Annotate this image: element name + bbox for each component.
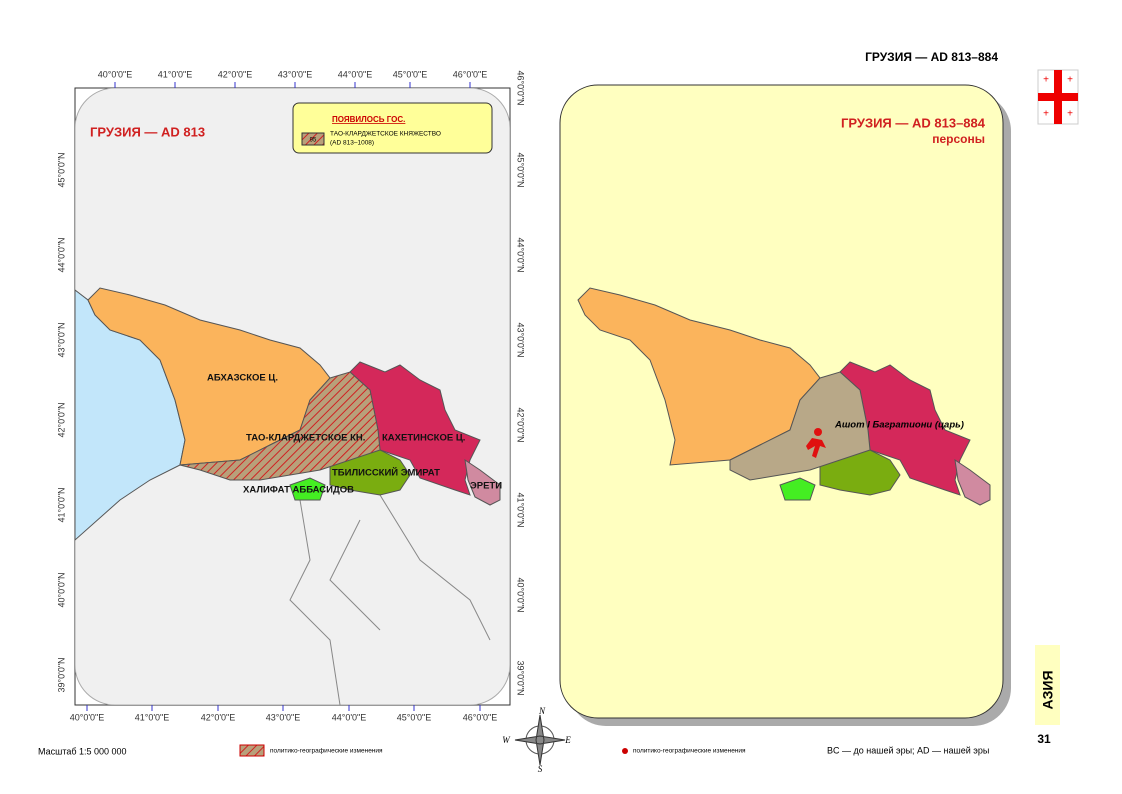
lat-label: 42°0'0"N: [56, 402, 66, 437]
person-icon: [806, 428, 826, 458]
lat-label: 45°0'0"N: [516, 152, 526, 187]
swatch-label: 95: [310, 138, 317, 144]
map-title: ГРУЗИЯ — AD 813–884: [841, 115, 986, 130]
person-label: Ашот I Багратиони (царь): [834, 420, 964, 431]
lon-label: 46°0'0"E: [453, 69, 488, 79]
lat-label: 42°0'0"N: [516, 407, 526, 442]
compass-letter: W: [502, 735, 511, 745]
section-tab: [1035, 645, 1060, 725]
compass-letter: N: [538, 706, 546, 716]
lat-label: 40°0'0"N: [56, 572, 66, 607]
page-number: 31: [1037, 732, 1051, 746]
lon-label: 43°0'0"E: [278, 69, 313, 79]
legend-text: (AD 813–1008): [330, 140, 374, 147]
lon-label: 44°0'0"E: [338, 69, 373, 79]
legend-text: ТАО-КЛАРДЖЕТСКОЕ КНЯЖЕСТВО: [330, 131, 441, 138]
lat-label: 43°0'0"N: [56, 322, 66, 357]
lat-label: 45°0'0"N: [56, 152, 66, 187]
lon-label: 43°0'0"E: [266, 712, 301, 722]
lon-label: 41°0'0"E: [135, 712, 170, 722]
legend-swatch: [239, 744, 265, 757]
lat-label: 44°0'0"N: [56, 237, 66, 272]
region-label: ТАО-КЛАРДЖЕТСКОЕ КН.: [246, 433, 365, 444]
lon-label: 46°0'0"E: [463, 712, 498, 722]
compass: [514, 714, 566, 766]
tao-region: [179, 371, 381, 481]
tao-region: [729, 371, 871, 481]
lon-label: 40°0'0"E: [70, 712, 105, 722]
lon-label: 41°0'0"E: [158, 69, 193, 79]
lat-label: 40°0'0"N: [516, 577, 526, 612]
scale: Масштаб 1:5 000 000: [38, 746, 127, 756]
lat-label: 46°0'0"N: [516, 70, 526, 105]
lon-label: 45°0'0"E: [397, 712, 432, 722]
lat-label: 44°0'0"N: [516, 237, 526, 272]
section-label: АЗИЯ: [1040, 670, 1056, 709]
lon-label: 42°0'0"E: [218, 69, 253, 79]
region-label: КАХЕТИНСКОЕ Ц.: [382, 433, 465, 444]
region-label: ЭРЕТИ: [470, 481, 502, 492]
legend-swatch: [301, 132, 325, 146]
compass-letter: E: [564, 735, 571, 745]
compass-letter: S: [538, 764, 543, 774]
border: [289, 494, 491, 705]
lat-label: 41°0'0"N: [516, 492, 526, 527]
legend-box: [292, 102, 493, 154]
lat-label: 41°0'0"N: [56, 487, 66, 522]
svg-text:+: +: [1043, 109, 1049, 120]
lon-label: 45°0'0"E: [393, 69, 428, 79]
region-label: АБХАЗСКОЕ Ц.: [207, 373, 278, 384]
lat-label: 39°0'0"N: [56, 657, 66, 692]
note: BC — до нашей эры; AD — нашей эры: [827, 745, 989, 755]
map-subtitle: персоны: [932, 132, 985, 146]
region-label: ТБИЛИССКИЙ ЭМИРАТ: [332, 467, 440, 479]
legend-dot: [622, 748, 628, 754]
page-title: ГРУЗИЯ — AD 813–884: [865, 50, 998, 64]
map-title: ГРУЗИЯ — AD 813: [90, 124, 205, 139]
lon-label: 40°0'0"E: [98, 69, 133, 79]
flag: + + + +: [1037, 69, 1079, 125]
legend-heading: ПОЯВИЛОСЬ ГОС.: [332, 115, 405, 124]
svg-text:+: +: [1067, 109, 1073, 120]
legend-text: политико-географические изменения: [633, 748, 746, 755]
lon-label: 44°0'0"E: [332, 712, 367, 722]
lat-label: 39°0'0"N: [516, 660, 526, 695]
lon-label: 42°0'0"E: [201, 712, 236, 722]
svg-text:+: +: [1043, 75, 1049, 86]
region-label: ХАЛИФАТ АББАСИДОВ: [243, 485, 354, 496]
lat-label: 43°0'0"N: [516, 322, 526, 357]
svg-text:+: +: [1067, 75, 1073, 86]
legend-text: политико-географические изменения: [270, 748, 383, 755]
